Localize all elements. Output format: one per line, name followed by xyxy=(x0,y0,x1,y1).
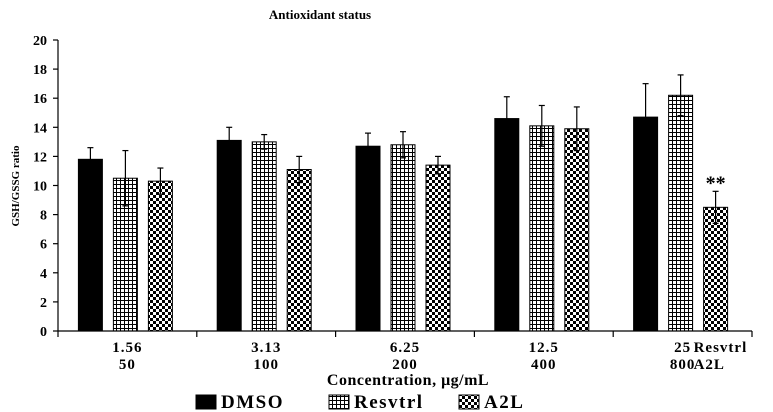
y-tick-label: 10 xyxy=(33,180,47,195)
y-tick-label: 12 xyxy=(33,150,47,165)
x-tick-label: 200 xyxy=(392,357,418,373)
y-tick-label: 2 xyxy=(40,296,47,311)
y-axis: 0 2 4 6 8 10 12 14 16 18 20 xyxy=(33,34,59,340)
x-axis-label: Concentration, μg/mL xyxy=(327,372,489,389)
y-tick-label: 14 xyxy=(33,121,47,136)
bar-dmso xyxy=(494,118,520,332)
chart-title: Antioxidant status xyxy=(269,7,371,22)
legend-swatch-dmso xyxy=(195,394,217,410)
bar-resvtrl xyxy=(668,94,694,332)
bars-group: ** xyxy=(77,74,729,332)
legend-swatch-resvtrl xyxy=(328,394,350,410)
x-tick-label: 3.13 xyxy=(251,340,281,356)
y-tick-label: 8 xyxy=(40,209,47,224)
y-tick-label: 0 xyxy=(40,325,47,340)
bar-a2l xyxy=(425,164,451,332)
bar-resvtrl xyxy=(390,144,416,332)
x-tick-label: 100 xyxy=(253,357,279,373)
x-tick-label: 1.56 xyxy=(112,340,142,356)
legend: DMSO Resvtrl A2L xyxy=(195,392,524,412)
y-tick-label: 4 xyxy=(40,267,47,282)
bar-resvtrl xyxy=(529,125,555,332)
y-tick-label: 20 xyxy=(33,34,47,49)
x-tick-label: 12.5 xyxy=(529,340,559,356)
y-tick-label: 18 xyxy=(33,63,47,78)
bar-a2l xyxy=(564,128,590,332)
x-tick-label: 400 xyxy=(531,357,557,373)
x-row-label-a2l: A2L xyxy=(694,357,725,373)
bar-a2l xyxy=(147,180,173,332)
bar-resvtrl xyxy=(251,141,277,332)
y-tick-label: 16 xyxy=(33,92,47,107)
y-tick-label: 6 xyxy=(40,238,47,253)
legend-swatch-a2l xyxy=(458,394,480,410)
x-tick-label: 6.25 xyxy=(390,340,420,356)
x-tick-label: 800 xyxy=(670,357,696,373)
bar-a2l xyxy=(286,168,312,332)
bar-dmso xyxy=(355,145,381,332)
bar-dmso xyxy=(633,116,659,332)
legend-label-a2l: A2L xyxy=(484,392,524,412)
bar-dmso xyxy=(216,139,242,332)
significance-marker: ** xyxy=(706,172,726,194)
y-axis-label: GSH/GSSG ratio xyxy=(10,145,22,226)
legend-label-resvtrl: Resvtrl xyxy=(354,392,424,412)
legend-label-dmso: DMSO xyxy=(221,392,284,412)
x-row-label-resvtrl: Resvtrl xyxy=(694,340,748,356)
bar-dmso xyxy=(77,158,103,332)
x-tick-label: 25 xyxy=(674,340,691,356)
x-tick-label: 50 xyxy=(119,357,136,373)
bar-a2l xyxy=(703,206,729,332)
